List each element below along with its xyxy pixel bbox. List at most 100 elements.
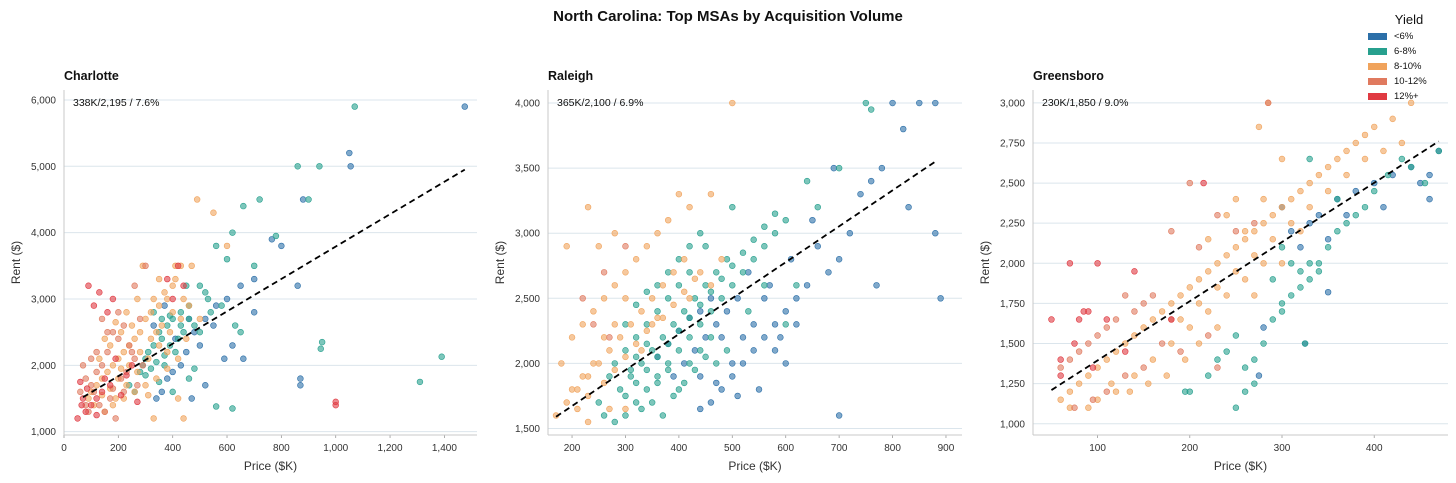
data-point (1343, 171, 1350, 179)
data-point (632, 334, 640, 341)
data-point (681, 360, 688, 367)
data-point (1085, 340, 1092, 347)
data-point (1421, 179, 1429, 187)
data-point (177, 322, 185, 329)
x-axis-label: Price ($K) (728, 459, 781, 473)
data-point (210, 322, 217, 329)
data-point (686, 243, 693, 250)
data-point (686, 295, 693, 302)
data-point (1361, 203, 1369, 211)
data-point (1371, 187, 1378, 195)
data-point (164, 365, 171, 372)
data-point (1251, 219, 1258, 227)
data-point (1200, 179, 1207, 187)
data-point (1260, 340, 1267, 347)
data-point (729, 282, 736, 289)
x-tick-label: 600 (777, 443, 794, 454)
data-point (1205, 372, 1212, 379)
data-point (120, 322, 127, 329)
data-point (1089, 396, 1097, 403)
data-point (131, 388, 138, 396)
trend-line (1050, 140, 1440, 391)
data-point (1324, 288, 1332, 296)
data-point (782, 360, 789, 367)
data-point (707, 282, 715, 289)
data-point (174, 355, 182, 362)
data-point (85, 282, 92, 289)
data-point (155, 342, 163, 349)
data-point (294, 163, 301, 170)
data-point (611, 366, 618, 374)
data-point (1103, 356, 1110, 363)
legend-title: Yield (1394, 12, 1424, 27)
data-point (123, 309, 130, 316)
data-point (1315, 211, 1323, 219)
data-point (161, 289, 168, 296)
data-point (294, 282, 301, 289)
data-point (136, 348, 144, 356)
data-point (632, 340, 640, 348)
data-point (174, 395, 182, 402)
data-point (835, 412, 843, 419)
data-point (761, 282, 768, 289)
data-point (654, 282, 661, 289)
data-point (104, 368, 111, 376)
data-point (145, 348, 152, 356)
data-point (79, 362, 87, 369)
data-point (172, 275, 179, 283)
data-point (115, 335, 122, 342)
data-point (622, 405, 629, 413)
data-point (169, 309, 176, 316)
data-point (905, 203, 912, 211)
x-tick-label: 200 (1181, 443, 1198, 454)
data-point (1297, 187, 1304, 195)
data-point (632, 256, 640, 263)
data-point (112, 415, 119, 422)
data-point (128, 348, 136, 356)
data-point (180, 295, 187, 303)
data-point (1361, 131, 1369, 139)
y-tick-label: 2,250 (1000, 219, 1025, 230)
data-point (632, 379, 640, 387)
data-point (250, 275, 258, 283)
data-point (153, 328, 160, 336)
y-tick-label: 1,500 (515, 424, 540, 435)
data-point (1389, 115, 1396, 123)
data-point (196, 328, 204, 336)
data-point (1269, 236, 1276, 243)
data-point (771, 230, 779, 237)
data-point (643, 340, 651, 348)
data-point (622, 321, 629, 328)
data-point (707, 190, 715, 198)
data-point (584, 373, 592, 380)
data-point (191, 365, 198, 372)
data-point (718, 386, 725, 393)
data-point (702, 243, 709, 250)
data-point (803, 282, 811, 289)
data-point (1334, 228, 1341, 235)
data-point (574, 405, 581, 413)
data-point (803, 177, 811, 185)
data-point (96, 355, 103, 362)
data-point (1251, 292, 1258, 299)
data-point (268, 236, 276, 243)
data-point (686, 203, 693, 211)
data-point (702, 282, 709, 289)
data-point (1251, 356, 1258, 363)
data-point (210, 209, 217, 216)
data-point (707, 334, 715, 341)
data-point (134, 295, 141, 303)
data-point (169, 388, 176, 396)
data-point (101, 408, 108, 415)
data-point (158, 322, 166, 329)
data-point (106, 395, 114, 402)
data-point (142, 315, 149, 323)
x-tick-label: 400 (1366, 443, 1383, 454)
data-point (1085, 372, 1092, 379)
data-point (1278, 244, 1286, 251)
data-point (1122, 348, 1129, 355)
y-tick-label: 3,500 (515, 164, 540, 175)
data-point (158, 388, 166, 396)
data-point (1278, 203, 1286, 211)
